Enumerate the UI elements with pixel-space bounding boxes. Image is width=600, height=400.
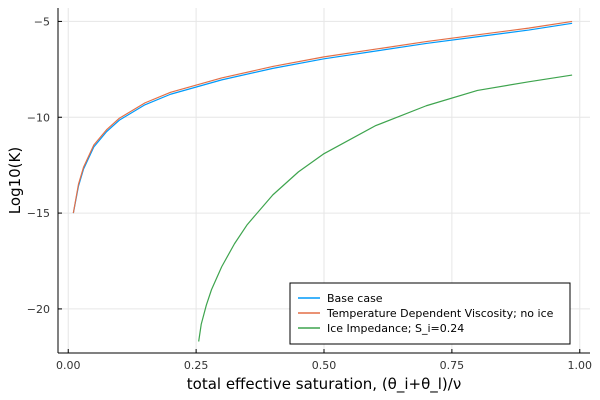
x-axis-title: total effective saturation, (θ_i+θ_l)/ν: [187, 375, 461, 394]
y-axis-title: Log10(K): [6, 147, 24, 214]
axes: [57, 8, 590, 354]
y-tick-label: −15: [27, 207, 50, 220]
x-tick-label: 0.50: [312, 359, 337, 372]
x-tick-label: 0.00: [56, 359, 81, 372]
legend: Base case Temperature Dependent Viscosity…: [289, 282, 571, 345]
x-tick-label: 0.25: [184, 359, 209, 372]
legend-box: [289, 282, 571, 345]
legend-label: Temperature Dependent Viscosity; no ice: [326, 307, 554, 320]
y-tick-label: −20: [27, 303, 50, 316]
y-tick-label: −5: [34, 15, 50, 28]
tick-labels: 0.00 0.25 0.50 0.75 1.00 −20 −15 −10 −5: [27, 15, 592, 372]
series-line: [72, 22, 573, 214]
legend-label: Base case: [327, 292, 383, 305]
series-line: [72, 20, 573, 214]
series-lines: [72, 20, 573, 342]
series-line: [198, 74, 573, 342]
x-tick-label: 0.75: [440, 359, 465, 372]
y-tick-label: −10: [27, 111, 50, 124]
legend-label: Ice Impedance; S_i=0.24: [327, 322, 464, 335]
x-tick-label: 1.00: [568, 359, 593, 372]
